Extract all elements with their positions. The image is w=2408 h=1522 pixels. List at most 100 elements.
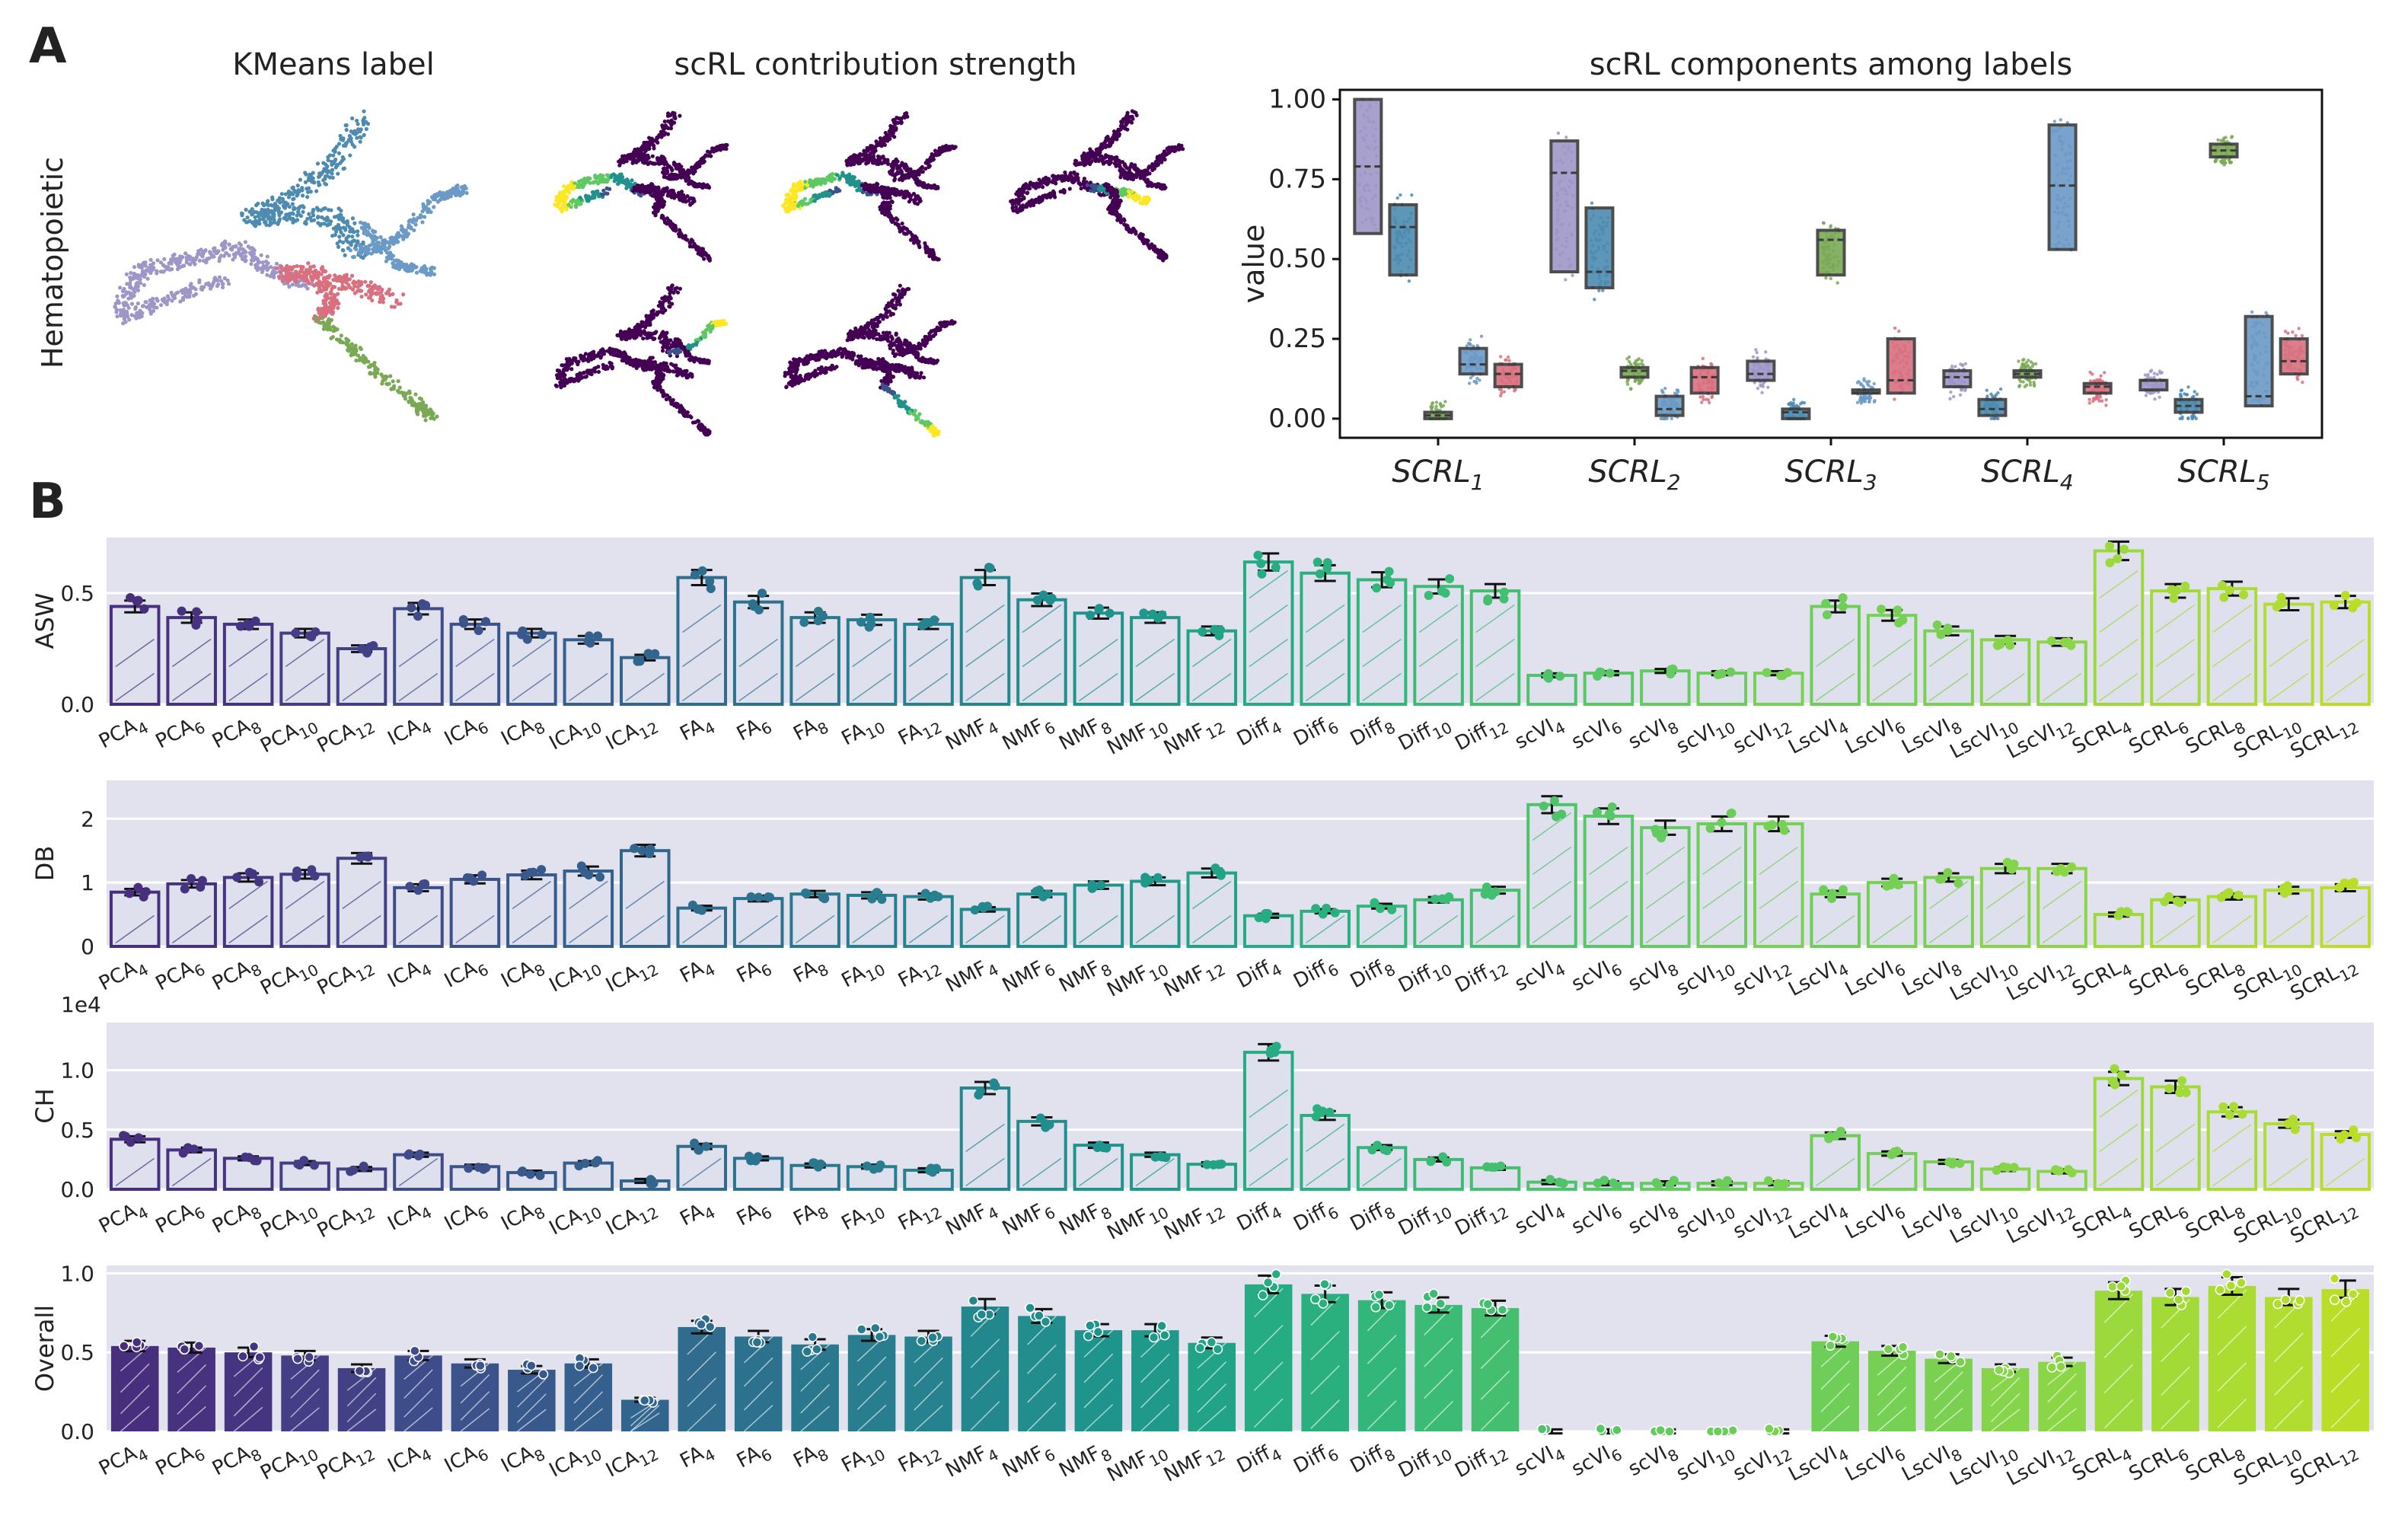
hatch <box>2103 1364 2134 1393</box>
bar-diff8 <box>1357 1300 1406 1431</box>
replicate-point <box>751 1337 763 1348</box>
bar-diff10 <box>1413 1157 1464 1191</box>
replicate-point <box>1482 1299 1494 1310</box>
replicate-point <box>2180 1286 2192 1297</box>
replicate-point <box>305 630 314 640</box>
box-point <box>2151 391 2154 395</box>
replicate-point <box>2348 603 2358 613</box>
x-tick-label-ica12: ICA12 <box>602 1195 662 1244</box>
hatch <box>2047 1390 2077 1421</box>
hatch <box>908 672 949 702</box>
x-tick-label-ica6: ICA6 <box>441 1437 492 1482</box>
x-tick-label-scvi6: scVI6 <box>1568 710 1625 758</box>
box-SCRL3-4 <box>1886 337 1916 395</box>
bar-lscvi8 <box>1923 876 1974 949</box>
replicate-point <box>1437 894 1447 904</box>
replicate-point <box>458 614 468 624</box>
hatch <box>455 638 495 668</box>
replicate-point <box>1318 1298 1328 1309</box>
hatch <box>965 914 1005 944</box>
hatch <box>569 914 608 944</box>
bar-pca4 <box>109 890 161 948</box>
x-tick-label-SCRL3: SCRL3 <box>1784 455 1877 495</box>
bar-lscvi6 <box>1866 881 1918 948</box>
replicate-point <box>1955 1357 1966 1367</box>
replicate-point <box>2046 636 2056 646</box>
box-SCRL5-0 <box>2138 378 2169 392</box>
replicate-point <box>1948 1157 1958 1167</box>
hatch <box>2274 1366 2304 1396</box>
hatch <box>2103 1399 2134 1429</box>
hatch <box>1820 1341 1850 1367</box>
box-point <box>1399 193 1402 197</box>
y-tick-label: 1.0 <box>60 1058 94 1083</box>
replicate-point <box>2221 1268 2232 1280</box>
replicate-point <box>1148 609 1158 619</box>
box-point <box>1634 359 1638 363</box>
hatch <box>1022 1157 1062 1187</box>
box-point <box>2033 362 2038 366</box>
hatch <box>1362 638 1402 668</box>
y-tick-label: 0.5 <box>60 1340 94 1365</box>
box-SCRL2-1 <box>1584 206 1615 289</box>
box-point <box>2097 399 2102 403</box>
replicate-point <box>1595 1423 1606 1434</box>
y-tick-label: 0.5 <box>60 581 94 606</box>
replicate-point <box>2105 541 2115 551</box>
replicate-point <box>1482 1162 1492 1172</box>
bar-pca6 <box>166 882 217 949</box>
replicate-point <box>978 901 987 911</box>
replicate-point <box>469 876 479 886</box>
replicate-point <box>2339 1130 2349 1140</box>
hatch <box>1022 914 1062 944</box>
hatch <box>2047 1408 2077 1432</box>
hatch <box>1305 672 1345 702</box>
hatch <box>569 672 608 702</box>
hatch <box>1362 672 1402 702</box>
x-tick-label-pca12: PCA12 <box>314 710 378 762</box>
bar-fa6 <box>732 897 784 948</box>
hatch <box>1645 846 1686 876</box>
hatch <box>1192 638 1232 668</box>
bar-scvi10 <box>1696 672 1748 706</box>
hatch <box>1645 880 1686 910</box>
hatch <box>1135 914 1175 944</box>
bar-scrl6 <box>2150 898 2201 949</box>
replicate-point <box>292 1353 303 1364</box>
bar-fa12 <box>903 895 954 948</box>
replicate-point <box>916 1335 927 1346</box>
x-tick-label-pca4: PCA4 <box>95 952 151 1000</box>
hatch <box>2326 672 2365 702</box>
x-tick-label-lscvi6: LscVI6 <box>1842 1195 1909 1249</box>
hatch <box>403 1407 433 1432</box>
replicate-point <box>2238 590 2248 600</box>
replicate-point <box>856 1324 867 1335</box>
replicate-point <box>754 892 764 902</box>
bar-pca8 <box>224 1352 273 1431</box>
replicate-point <box>1382 1146 1392 1156</box>
replicate-point <box>643 649 653 659</box>
scale-label: 1e4 <box>61 992 101 1017</box>
x-tick-label-scrl6: SCRL6 <box>2126 710 2192 763</box>
hatch <box>1816 638 1855 668</box>
bar-fa12 <box>903 622 954 707</box>
replicate-point <box>180 884 190 894</box>
replicate-point <box>2329 1273 2340 1284</box>
box-SCRL5-4 <box>2279 337 2309 376</box>
hatch <box>2212 604 2252 633</box>
x-tick-label-scrl6: SCRL6 <box>2126 1437 2192 1490</box>
hatch <box>2161 1399 2190 1430</box>
replicate-point <box>2219 592 2229 602</box>
x-tick-label-scrl4: SCRL4 <box>2068 952 2135 1005</box>
hatch <box>2330 1363 2361 1393</box>
replicate-point <box>1212 1344 1223 1354</box>
contribution-strength-embeddings <box>553 109 1185 438</box>
x-tick-label-pca10: PCA10 <box>257 710 321 762</box>
bar-scvi12 <box>1753 822 1804 948</box>
replicate-point <box>1665 1180 1675 1190</box>
hatch <box>1249 604 1288 633</box>
hatch <box>573 1408 604 1432</box>
replicate-point <box>637 846 647 856</box>
replicate-point <box>1095 1141 1105 1150</box>
